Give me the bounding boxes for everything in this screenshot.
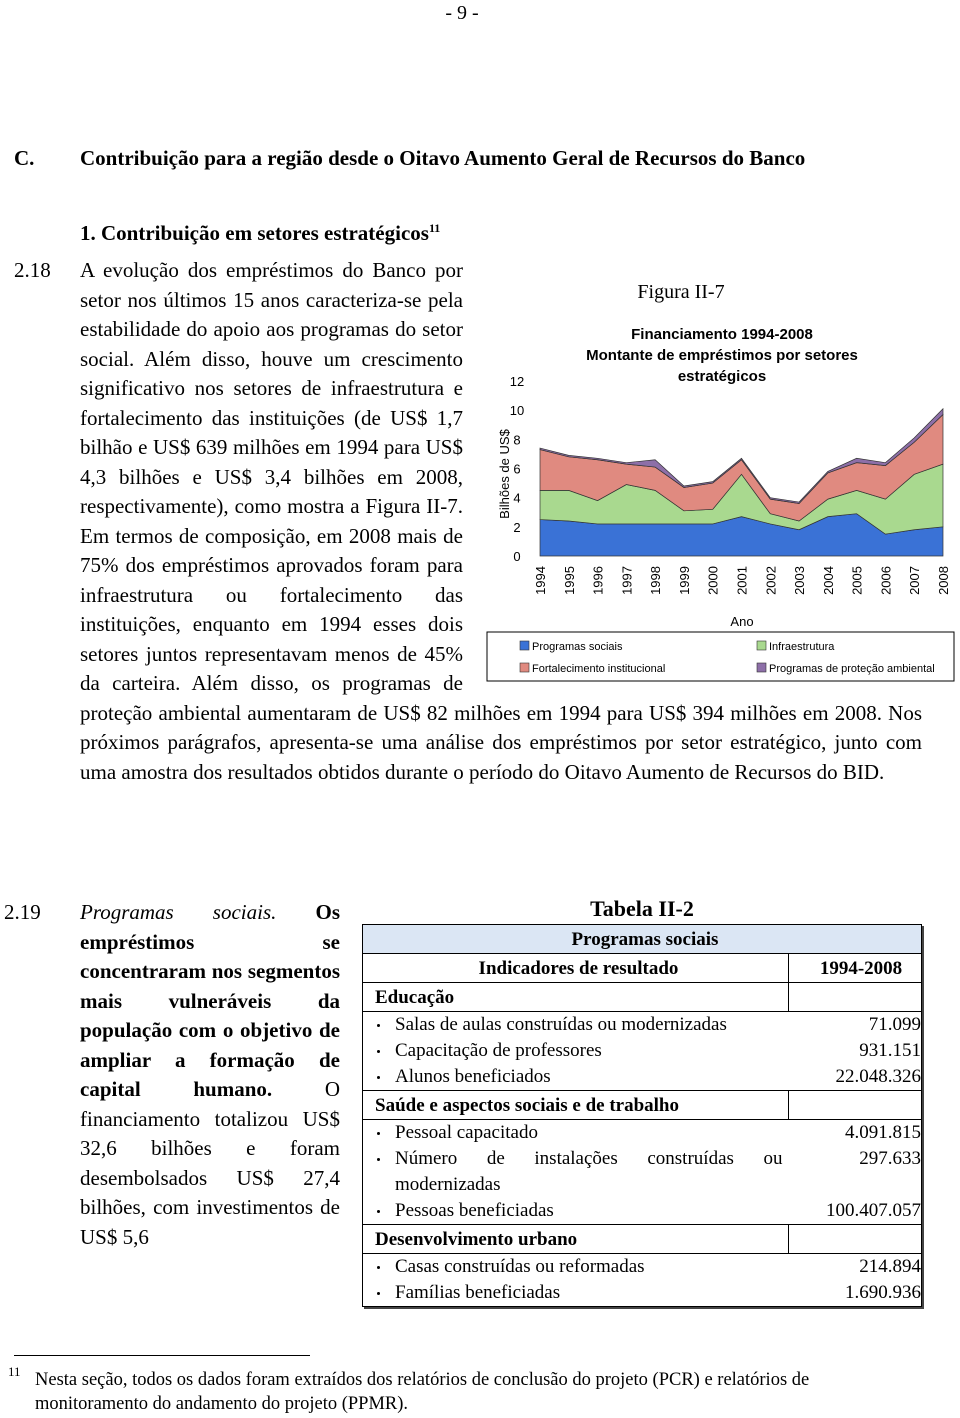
legend-box xyxy=(486,631,955,682)
header-cell: 1994-2008 xyxy=(788,953,922,983)
subsection: 1. Contribuição em setores estratégicos1… xyxy=(80,214,922,249)
figure-label: Figura II-7 xyxy=(637,281,724,303)
empty-cell xyxy=(788,1090,922,1120)
indicator-value: 22.048.326 xyxy=(835,1066,922,1087)
empty-cell xyxy=(788,1224,922,1254)
indicator-row: Casas construídas ou reformadas 214.894 xyxy=(363,1254,922,1281)
indicator-row: Salas de aulas construídas ou modernizad… xyxy=(363,1012,922,1039)
section-title: Contribuição para a região desde o Oitav… xyxy=(80,146,806,170)
header-cell: Indicadores de resultado xyxy=(362,953,789,983)
y-tick-label: 0 xyxy=(513,549,520,564)
figure: Figura II-7 0 2 4 6 8 10 12 Bilhões de US$ 1994 19… xyxy=(483,262,955,682)
x-tick-label: 2005 xyxy=(850,566,865,595)
section-row: Saúde e aspectos sociais e de trabalho xyxy=(362,1090,922,1120)
legend-swatch xyxy=(756,662,767,673)
x-tick-label: 2001 xyxy=(735,566,750,595)
indicator-label: Capacitação de professores xyxy=(363,1038,789,1064)
x-axis-label: Ano xyxy=(730,614,753,629)
section-title: Educação xyxy=(362,982,789,1012)
indicator-row: Famílias beneficiadas 1.690.936 xyxy=(363,1280,922,1307)
table-header: Indicadores de resultado 1994-2008 xyxy=(362,953,922,983)
chart-title: Financiamento 1994-2008 xyxy=(631,326,813,343)
indicator-value: 214.894 xyxy=(859,1256,921,1277)
x-tick-label: 2008 xyxy=(936,566,951,595)
x-tick-label: 1996 xyxy=(591,566,606,595)
legend-swatch xyxy=(756,640,767,651)
legend-label: Infraestrutura xyxy=(769,641,835,653)
indicator-label: Pessoas beneficiadas xyxy=(363,1198,789,1225)
y-tick-label: 4 xyxy=(513,491,520,506)
legend-label: Programas sociais xyxy=(532,641,623,653)
x-tick-label: 2006 xyxy=(878,566,893,595)
indicator-value: 71.099 xyxy=(868,1014,921,1035)
section-title: Saúde e aspectos sociais e de trabalho xyxy=(362,1090,789,1120)
section-number: C. xyxy=(14,146,35,170)
footnote-text: Nesta seção, todos os dados foram extraí… xyxy=(35,1370,810,1414)
indicator-row: Número de instalações construídas ou mod… xyxy=(363,1146,922,1198)
legend-label: Programas de proteção ambiental xyxy=(769,663,935,675)
table: Programas sociais Indicadores de resulta… xyxy=(362,924,922,1307)
indicator-row: Capacitação de professores 931.151 xyxy=(363,1038,922,1064)
x-tick-label: 2002 xyxy=(763,566,778,595)
footnote-rule xyxy=(14,1355,310,1356)
section-title: Desenvolvimento urbano xyxy=(362,1224,789,1254)
paragraph-lead: Programas sociais. xyxy=(80,900,277,924)
x-tick-label: 1998 xyxy=(648,566,663,595)
indicator-value: 1.690.936 xyxy=(845,1282,921,1303)
indicator-label: Alunos beneficiados xyxy=(363,1064,789,1091)
x-tick-label: 2007 xyxy=(907,566,922,595)
x-tick-label: 1999 xyxy=(677,566,692,595)
y-tick-label: 2 xyxy=(513,520,520,535)
table-block: Tabela II-2 Programas sociais Indicadore… xyxy=(362,894,922,1307)
indicator-label: Pessoal capacitado xyxy=(363,1120,789,1147)
x-tick-label: 1995 xyxy=(562,566,577,595)
y-tick-label: 10 xyxy=(510,403,524,418)
paragraph-number: 2.19 xyxy=(4,900,41,924)
x-tick-label: 1994 xyxy=(533,566,548,595)
area xyxy=(539,407,944,504)
paragraph-bold: Os empréstimos se concentraram nos segme… xyxy=(80,900,340,1101)
legend-swatch xyxy=(519,662,530,673)
paragraph: Tabela II-2 Programas sociais Indicadore… xyxy=(80,896,922,1313)
table-caption: Programas sociais xyxy=(362,924,922,954)
legend-label: Fortalecimento institucional xyxy=(532,663,665,675)
indicator-label: Salas de aulas construídas ou modernizad… xyxy=(363,1012,789,1039)
table-title: Tabela II-2 xyxy=(590,896,694,921)
x-tick-label: 2000 xyxy=(706,566,721,595)
paragraph-text: A evolução dos empréstimos do Banco por … xyxy=(80,258,922,784)
legend-swatch xyxy=(519,640,530,651)
indicator-label: Famílias beneficiadas xyxy=(363,1280,789,1307)
y-axis-label: Bilhões de US$ xyxy=(497,428,512,518)
indicator-value: 4.091.815 xyxy=(845,1122,921,1143)
section-row: Desenvolvimento urbano xyxy=(362,1224,922,1254)
chart-subtitle: Montante de empréstimos por setores estr… xyxy=(586,347,858,385)
paragraph-text: O financiamento totalizou US$ 32,6 bilhõ… xyxy=(80,1077,340,1249)
x-tick-label: 1997 xyxy=(619,566,634,595)
indicator-value: 100.407.057 xyxy=(826,1200,921,1221)
y-tick-label: 6 xyxy=(513,462,520,477)
indicator-row: Pessoal capacitado 4.091.815 xyxy=(363,1120,922,1147)
chart: Figura II-7 0 2 4 6 8 10 12 Bilhões de US$ 1994 19… xyxy=(486,281,955,682)
indicator-value: 297.633 xyxy=(859,1148,921,1169)
footnote-number: 11 xyxy=(8,1364,21,1379)
indicator-label: Número de instalações construídas ou mod… xyxy=(363,1146,789,1198)
x-tick-label: 2004 xyxy=(821,566,836,595)
table-caption-row: Programas sociais xyxy=(362,924,922,954)
y-tick-label: 8 xyxy=(513,432,520,447)
indicator-label: Casas construídas ou reformadas xyxy=(363,1254,789,1281)
footnote-ref: 11 xyxy=(428,221,441,235)
paragraph: Figura II-7 0 2 4 6 8 10 12 Bilhões de US$ 1994 19… xyxy=(80,256,955,787)
subsection-title: 1. Contribuição em setores estratégicos xyxy=(80,221,429,245)
indicator-row: Alunos beneficiados 22.048.326 xyxy=(363,1064,922,1091)
section-row: Educação xyxy=(362,982,922,1012)
indicator-row: Pessoas beneficiadas 100.407.057 xyxy=(363,1198,922,1225)
page-number: - 9 - xyxy=(445,2,479,24)
empty-cell xyxy=(788,982,922,1012)
y-tick-label: 12 xyxy=(510,374,524,389)
paragraph-number: 2.18 xyxy=(14,258,51,282)
indicator-value: 931.151 xyxy=(859,1040,921,1061)
x-tick-label: 2003 xyxy=(792,566,807,595)
